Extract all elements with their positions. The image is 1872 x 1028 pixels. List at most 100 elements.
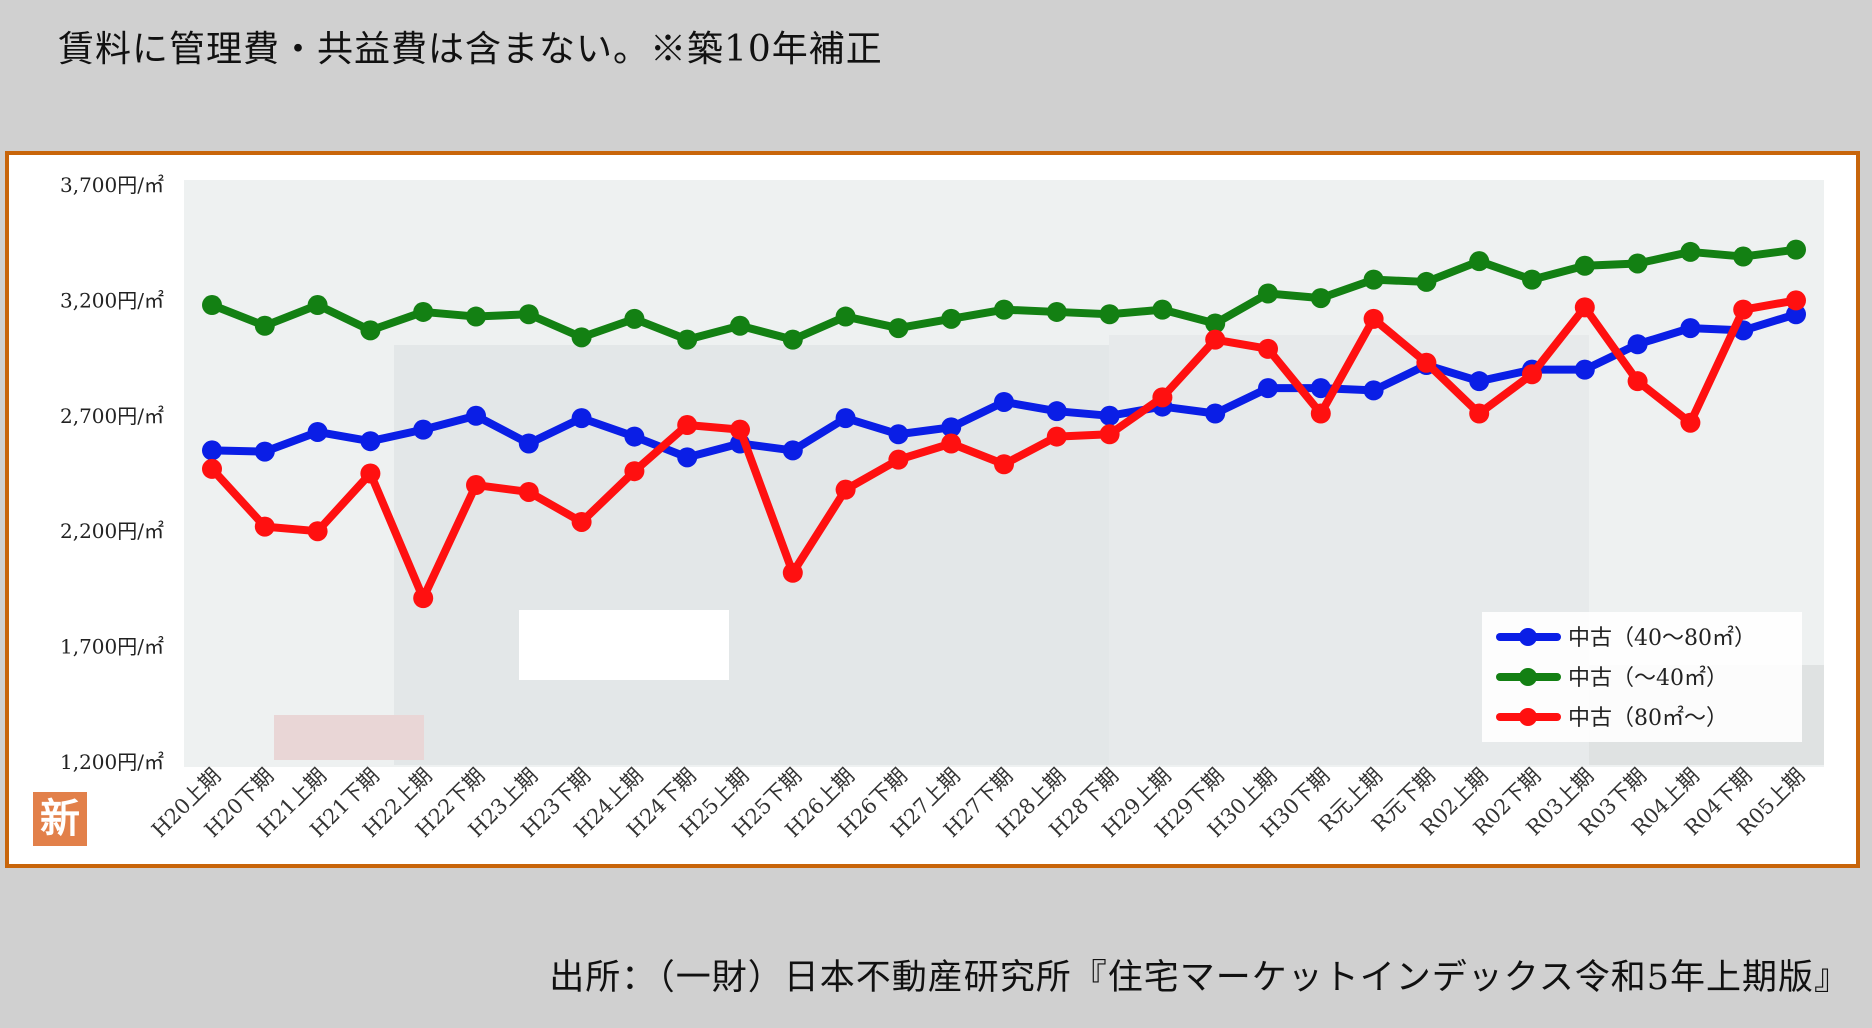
data-point: [1258, 338, 1278, 359]
data-point: [782, 329, 803, 350]
y-tick-label: 3,200円/㎡: [60, 288, 164, 312]
data-point: [1310, 378, 1331, 399]
data-point: [1733, 246, 1754, 267]
data-point: [254, 516, 275, 537]
data-point: [835, 479, 856, 500]
data-point: [782, 440, 803, 461]
building-shape: [394, 345, 1194, 765]
data-point: [624, 426, 645, 447]
data-point: [1363, 380, 1384, 401]
data-point: [571, 327, 592, 348]
data-point: [941, 308, 962, 329]
y-tick-label: 2,700円/㎡: [60, 404, 164, 428]
data-point: [1680, 241, 1701, 262]
sign-board: [274, 715, 424, 760]
data-point: [1627, 253, 1648, 274]
legend-marker: [1519, 708, 1537, 726]
y-tick-label: 2,200円/㎡: [60, 519, 164, 543]
new-badge-icon: 新: [33, 792, 87, 846]
data-point: [677, 329, 698, 350]
data-point: [1310, 288, 1331, 309]
data-point: [307, 521, 328, 542]
data-point: [1469, 371, 1490, 392]
data-point: [1627, 334, 1648, 355]
data-point: [941, 417, 962, 438]
data-point: [1680, 412, 1701, 433]
data-point: [730, 419, 750, 440]
data-point: [1522, 364, 1542, 385]
grid-row-line: [0, 920, 1872, 921]
data-point: [994, 299, 1014, 320]
data-point: [1363, 308, 1384, 329]
data-point: [888, 318, 909, 339]
data-point: [413, 419, 434, 440]
data-point: [1574, 297, 1595, 318]
y-tick-label: 1,200円/㎡: [60, 750, 164, 774]
data-point: [941, 433, 962, 454]
legend-label: 中古（80㎡～）: [1568, 705, 1728, 731]
data-point: [360, 431, 381, 452]
data-point: [202, 295, 222, 316]
note-text: 賃料に管理費・共益費は含まない。※築10年補正: [58, 29, 883, 70]
data-point: [624, 308, 645, 329]
data-point: [888, 424, 909, 445]
data-point: [518, 433, 539, 454]
data-point: [782, 562, 803, 583]
data-point: [307, 295, 328, 316]
data-point: [202, 440, 222, 461]
data-point: [360, 463, 381, 484]
data-point: [1205, 329, 1226, 350]
data-point: [677, 447, 698, 468]
data-point: [1205, 313, 1226, 334]
legend-marker: [1519, 668, 1537, 686]
data-point: [835, 408, 856, 429]
data-point: [1574, 255, 1595, 276]
data-point: [835, 306, 856, 327]
data-point: [1522, 269, 1542, 290]
data-point: [1046, 426, 1067, 447]
data-point: [1416, 271, 1437, 292]
data-point: [888, 449, 909, 470]
line-chart: 1,200円/㎡ 1,700円/㎡ 2,200円/㎡ 2,700円/㎡ 3,200円/㎡…: [60, 173, 1824, 842]
data-point: [1310, 403, 1331, 424]
data-point: [1680, 318, 1701, 339]
data-point: [518, 481, 539, 502]
blank-label-box: [519, 610, 729, 680]
data-point: [1205, 403, 1226, 424]
data-point: [254, 441, 275, 462]
data-point: [202, 458, 222, 479]
source-text: 出所：（一財）日本不動産研究所『住宅マーケットインデックス令和5年上期版』: [549, 958, 1850, 998]
y-tick-label: 3,700円/㎡: [60, 173, 164, 197]
data-point: [1152, 299, 1173, 320]
data-point: [1099, 405, 1120, 426]
data-point: [994, 391, 1014, 412]
data-point: [413, 301, 434, 322]
data-point: [1469, 251, 1490, 272]
data-point: [624, 461, 645, 482]
data-point: [1786, 304, 1806, 325]
data-point: [1733, 299, 1754, 320]
data-point: [466, 306, 486, 327]
data-point: [571, 408, 592, 429]
data-point: [1258, 378, 1278, 399]
data-point: [1099, 424, 1120, 445]
data-point: [994, 454, 1014, 475]
data-point: [730, 315, 750, 336]
data-point: [1152, 387, 1173, 408]
data-point: [254, 315, 275, 336]
grid-row-line: [0, 98, 1872, 99]
data-point: [1363, 269, 1384, 290]
data-point: [571, 511, 592, 532]
data-point: [1786, 290, 1806, 311]
legend-label: 中古（40～80㎡）: [1568, 625, 1756, 651]
chart-frame: 1,200円/㎡ 1,700円/㎡ 2,200円/㎡ 2,700円/㎡ 3,200円/㎡…: [5, 151, 1860, 868]
data-point: [677, 415, 698, 436]
data-point: [1786, 239, 1806, 260]
data-point: [1627, 371, 1648, 392]
grid-row-line: [0, 868, 1872, 869]
data-point: [466, 475, 486, 496]
data-point: [307, 421, 328, 442]
data-point: [466, 405, 486, 426]
data-point: [413, 588, 434, 609]
y-tick-label: 1,700円/㎡: [60, 635, 164, 659]
